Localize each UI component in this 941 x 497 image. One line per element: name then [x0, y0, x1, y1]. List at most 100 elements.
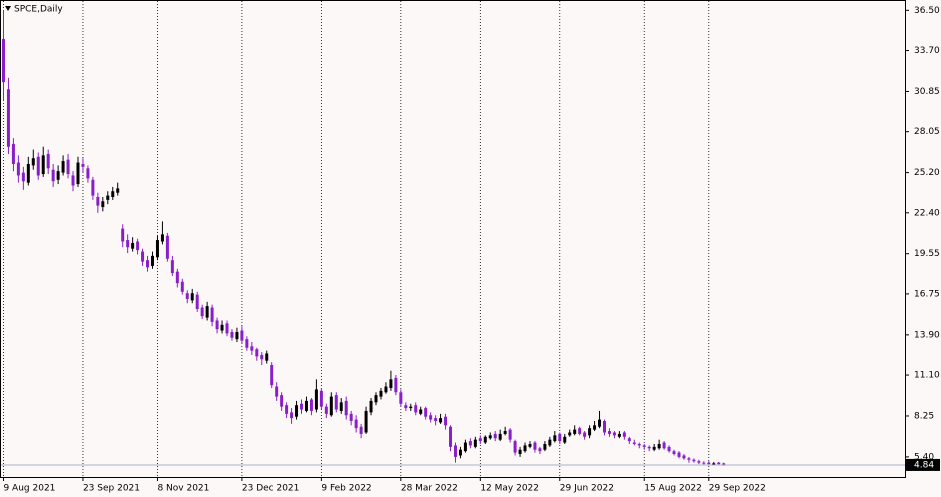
- x-tick-label: 15 Aug 2022: [644, 484, 702, 494]
- last-price-label: 4.84: [914, 460, 934, 470]
- y-tick-label: 5.40: [914, 452, 934, 462]
- y-tick-label: 16.75: [914, 289, 940, 299]
- candle-body: [488, 435, 492, 439]
- candle-body: [697, 461, 701, 463]
- candle-body: [444, 416, 448, 426]
- candle-body: [503, 431, 507, 434]
- candle-body: [21, 172, 25, 182]
- candle-body: [295, 405, 299, 417]
- candle-body: [61, 161, 65, 173]
- y-tick-label: 8.25: [914, 411, 934, 421]
- candle-body: [155, 240, 159, 258]
- candle-body: [573, 429, 577, 434]
- y-tick-label: 36.50: [914, 6, 940, 16]
- candle-body: [56, 171, 60, 180]
- candle-body: [722, 463, 726, 465]
- y-tick-label: 13.90: [914, 330, 940, 340]
- candle-body: [642, 445, 646, 447]
- candle-body: [622, 432, 626, 437]
- candle-body: [26, 163, 30, 183]
- candle-body: [578, 428, 582, 434]
- candle-body: [309, 399, 313, 411]
- candle-body: [632, 442, 636, 444]
- candle-body: [528, 443, 532, 447]
- candle-body: [568, 432, 572, 436]
- candle-body: [429, 415, 433, 420]
- y-tick-label: 19.55: [914, 249, 940, 259]
- candle-body: [250, 346, 254, 351]
- candle-body: [205, 306, 209, 318]
- candle-body: [508, 429, 512, 440]
- candle-body: [200, 307, 204, 317]
- candle-body: [702, 462, 706, 464]
- candle-body: [46, 153, 50, 169]
- candle-body: [384, 386, 388, 393]
- candle-body: [548, 439, 552, 446]
- y-tick-label: 11.10: [914, 371, 940, 381]
- candle-body: [285, 405, 289, 414]
- candle-body: [175, 271, 179, 284]
- candle-body: [101, 201, 105, 208]
- candle-body: [349, 413, 353, 421]
- candle-body: [543, 443, 547, 450]
- candle-body: [220, 324, 224, 331]
- candle-body: [36, 156, 40, 176]
- candle-body: [41, 155, 45, 175]
- last-price-box: [906, 458, 940, 471]
- y-tick-label: 28.05: [914, 127, 940, 137]
- plot-frame: [0, 0, 906, 478]
- candle-body: [319, 390, 323, 407]
- candle-body: [180, 281, 184, 292]
- candle-body: [538, 448, 542, 452]
- candle-body: [394, 377, 398, 393]
- candle-body: [473, 439, 477, 447]
- candle-body: [369, 400, 373, 413]
- candle-body: [637, 443, 641, 446]
- candle-body: [463, 442, 467, 452]
- candle-body: [652, 446, 656, 450]
- candle-body: [195, 294, 199, 309]
- candle-body: [434, 418, 438, 421]
- candle-body: [16, 162, 20, 176]
- candle-body: [404, 405, 408, 409]
- candle-body: [399, 392, 403, 404]
- candle-body: [160, 234, 164, 242]
- candle-body: [468, 441, 472, 446]
- candle-body: [424, 408, 428, 417]
- candle-body: [71, 175, 75, 186]
- candle-body: [126, 240, 130, 248]
- candle-body: [329, 396, 333, 416]
- candle-body: [602, 421, 606, 433]
- candle-body: [717, 462, 721, 465]
- menu-triangle: [5, 6, 11, 11]
- candle-body: [111, 191, 115, 197]
- candle-body: [677, 452, 681, 457]
- candle-body: [324, 406, 328, 414]
- candle-body: [498, 433, 502, 440]
- candle-body: [449, 426, 453, 447]
- x-tick-label: 29 Jun 2022: [560, 484, 614, 494]
- candle-body: [518, 449, 522, 455]
- candle-body: [647, 446, 651, 449]
- candle-body: [672, 451, 676, 455]
- y-tick-label: 22.40: [914, 208, 940, 218]
- candle-body: [389, 379, 393, 388]
- candle-body: [165, 235, 169, 259]
- candle-body: [344, 400, 348, 416]
- candle-body: [106, 195, 110, 200]
- y-tick-label: 25.20: [914, 168, 940, 178]
- candle-body: [553, 435, 557, 442]
- candle-body: [190, 293, 194, 301]
- candle-body: [6, 89, 10, 147]
- candle-body: [657, 443, 661, 449]
- candle-body: [588, 428, 592, 436]
- candle-body: [374, 395, 378, 403]
- candle-body: [11, 143, 15, 164]
- candle-body: [245, 339, 249, 348]
- candle-body: [136, 241, 140, 251]
- candle-body: [414, 405, 418, 413]
- candle-body: [667, 446, 671, 452]
- candle-body: [682, 455, 686, 459]
- candle-body: [593, 425, 597, 430]
